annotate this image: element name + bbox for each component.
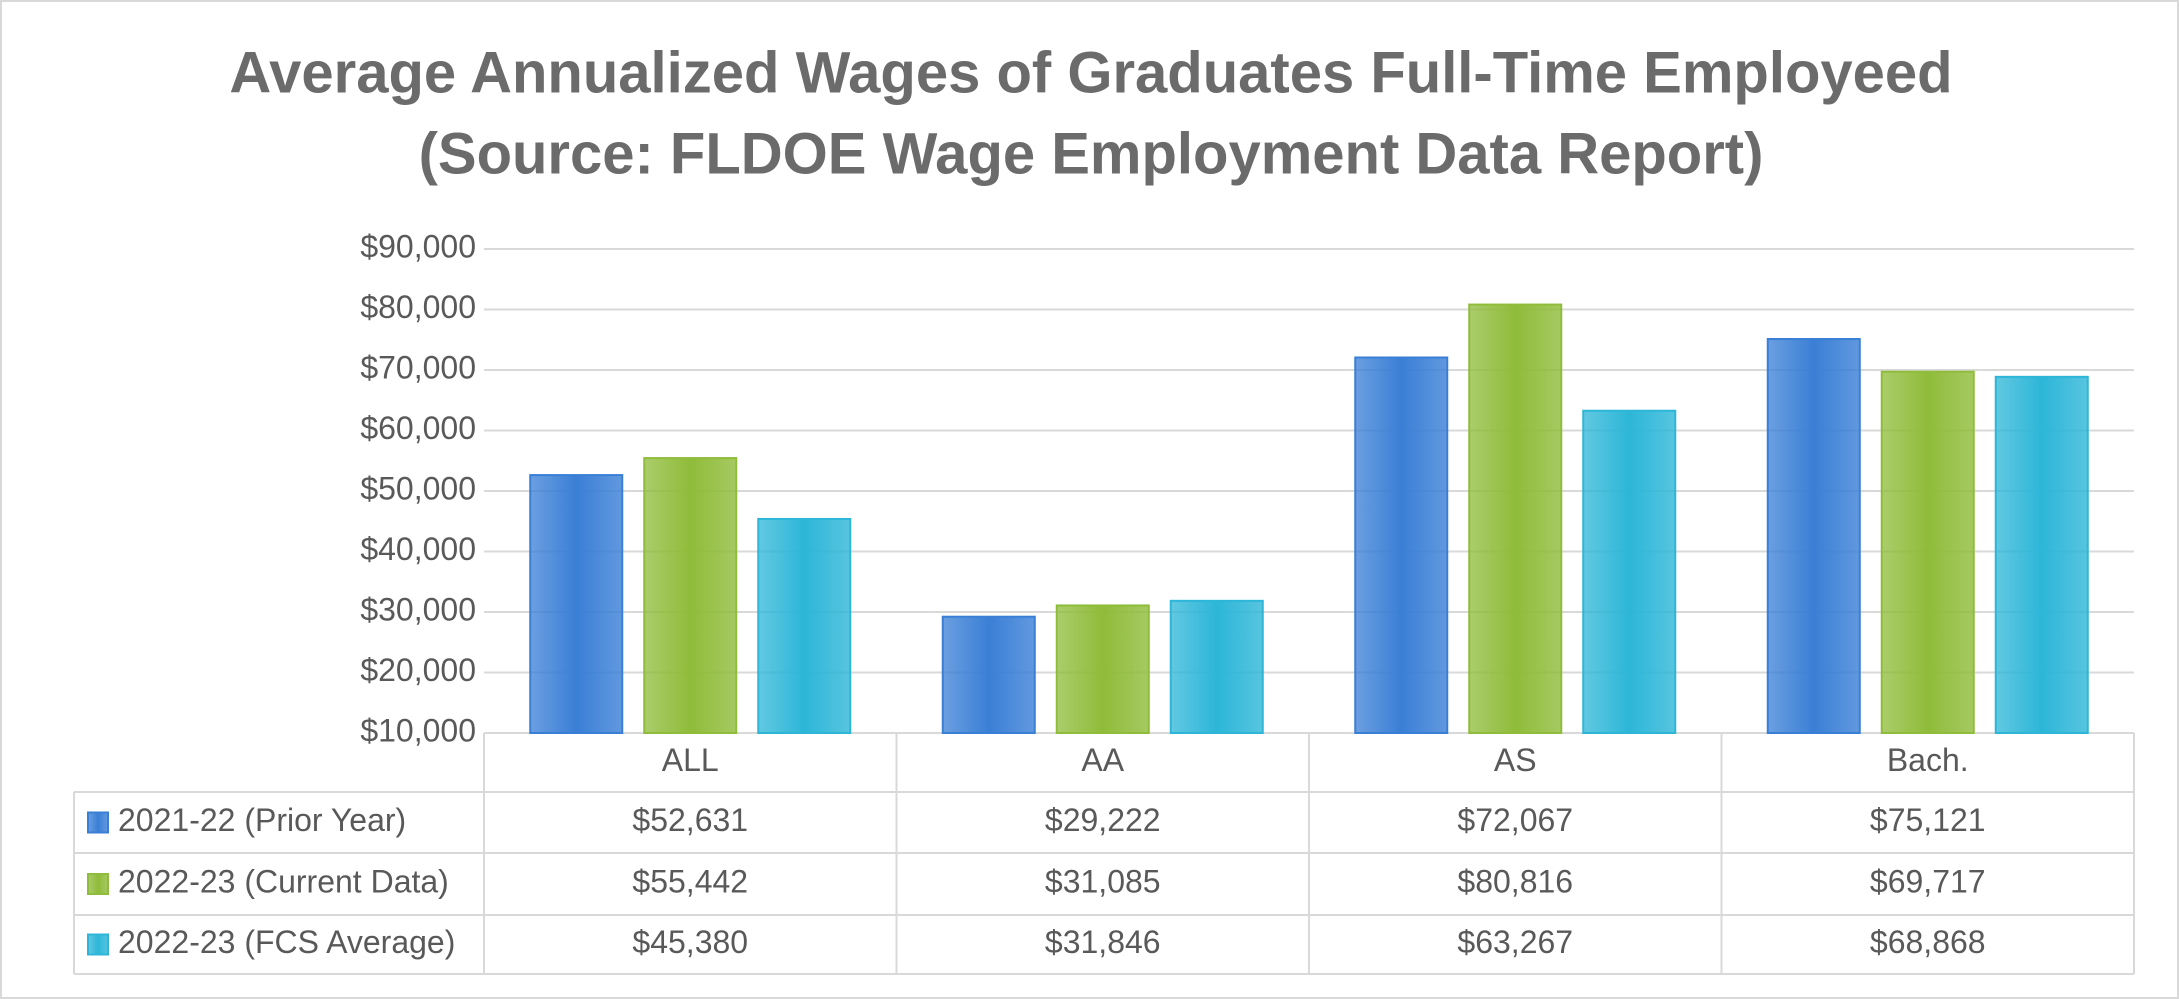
bar xyxy=(529,474,624,734)
chart-title: Average Annualized Wages of Graduates Fu… xyxy=(229,40,1952,105)
bar xyxy=(1055,604,1150,734)
bar xyxy=(1994,375,2089,734)
legend-swatch xyxy=(87,811,109,834)
category-label: ALL xyxy=(662,742,719,778)
legend-label: 2021-22 (Prior Year) xyxy=(118,802,406,838)
table-value: $63,267 xyxy=(1457,924,1573,960)
bar xyxy=(1354,356,1449,734)
y-tick-label: $60,000 xyxy=(360,410,476,446)
table-value: $68,868 xyxy=(1870,924,1986,960)
bar xyxy=(1169,599,1264,735)
y-tick-label: $90,000 xyxy=(360,228,476,264)
table-value: $52,631 xyxy=(632,802,748,838)
table-value: $29,222 xyxy=(1045,802,1161,838)
bar xyxy=(643,457,738,734)
category-label: Bach. xyxy=(1887,742,1969,778)
table-value: $31,085 xyxy=(1045,863,1161,899)
category-label: AS xyxy=(1494,742,1537,778)
bar xyxy=(1468,303,1563,734)
y-tick-label: $20,000 xyxy=(360,652,476,688)
table-value: $72,067 xyxy=(1457,802,1573,838)
table-value: $55,442 xyxy=(632,863,748,899)
legend-swatch xyxy=(87,933,109,956)
y-tick-label: $10,000 xyxy=(360,712,476,748)
category-label: AA xyxy=(1081,742,1124,778)
y-tick-label: $80,000 xyxy=(360,289,476,325)
table-value: $75,121 xyxy=(1870,802,1986,838)
table-value: $45,380 xyxy=(632,924,748,960)
y-tick-label: $50,000 xyxy=(360,470,476,506)
bar xyxy=(1880,370,1975,734)
y-tick-label: $70,000 xyxy=(360,349,476,385)
bar xyxy=(757,517,852,734)
legend-swatch xyxy=(87,873,109,895)
bar xyxy=(1582,409,1677,734)
y-tick-label: $40,000 xyxy=(360,531,476,567)
y-tick-label: $30,000 xyxy=(360,591,476,627)
legend-label: 2022-23 (Current Data) xyxy=(118,863,449,899)
legend-label: 2022-23 (FCS Average) xyxy=(118,924,455,960)
bar xyxy=(941,615,1036,735)
table-value: $80,816 xyxy=(1457,863,1573,899)
table-value: $69,717 xyxy=(1870,863,1986,899)
table-value: $31,846 xyxy=(1045,924,1161,960)
bar xyxy=(1766,338,1861,734)
chart-subtitle: (Source: FLDOE Wage Employment Data Repo… xyxy=(419,121,1764,186)
